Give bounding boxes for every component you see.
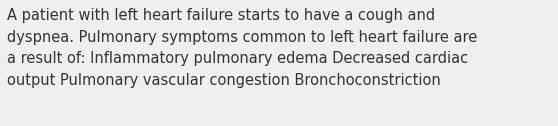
Text: A patient with left heart failure starts to have a cough and
dyspnea. Pulmonary : A patient with left heart failure starts…: [7, 8, 477, 88]
